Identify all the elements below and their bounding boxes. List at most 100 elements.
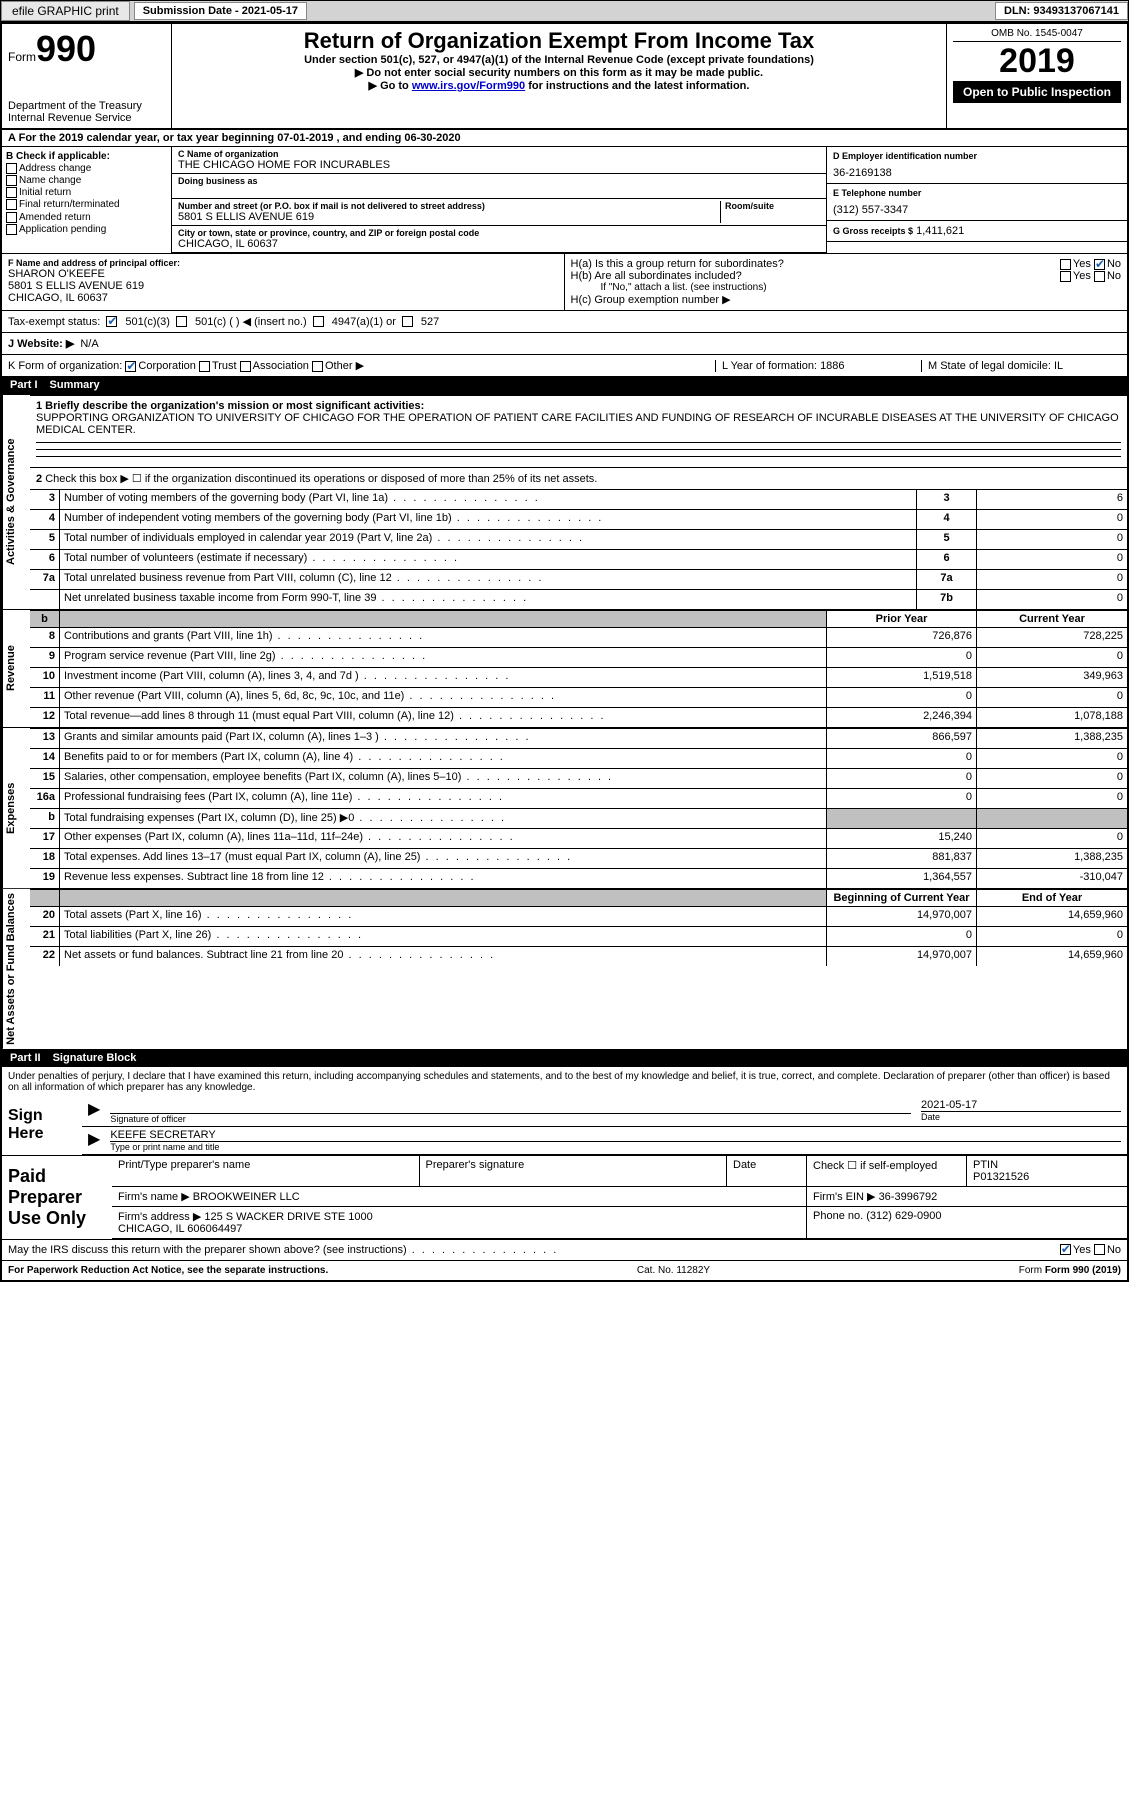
m-label: M State of legal domicile: <box>928 360 1051 372</box>
line-11: 11 Other revenue (Part VIII, column (A),… <box>30 687 1127 707</box>
hc-label: H(c) Group exemption number ▶ <box>571 293 1122 306</box>
part2-title: Signature Block <box>53 1052 137 1064</box>
ck-trust[interactable] <box>199 361 210 372</box>
q2-row: 2 Check this box ▶ ☐ if the organization… <box>30 467 1127 489</box>
ck-corp[interactable] <box>125 361 136 372</box>
dept-treasury: Department of the Treasury Internal Reve… <box>8 100 165 124</box>
klm-row: K Form of organization: Corporation Trus… <box>2 354 1127 376</box>
public-inspection: Open to Public Inspection <box>953 81 1121 103</box>
col-current: Current Year <box>977 611 1127 627</box>
ck-other[interactable] <box>312 361 323 372</box>
form-word: Form <box>8 50 36 64</box>
discuss-yes[interactable] <box>1060 1244 1071 1255</box>
rev-header-row: b Prior Year Current Year <box>30 610 1127 627</box>
room-label: Room/suite <box>725 201 820 211</box>
line-12: 12 Total revenue—add lines 8 through 11 … <box>30 707 1127 727</box>
signature-block: Sign Here ▶ Signature of officer 2021-05… <box>2 1097 1127 1155</box>
firm-ein-label: Firm's EIN ▶ <box>813 1191 876 1203</box>
dln: DLN: 93493137067141 <box>995 2 1128 20</box>
ck-4947[interactable] <box>313 316 324 327</box>
line-6: 6 Total number of volunteers (estimate i… <box>30 549 1127 569</box>
ck-501c3[interactable] <box>106 316 117 327</box>
sig-officer-label: Signature of officer <box>110 1113 911 1124</box>
q1-value: SUPPORTING ORGANIZATION TO UNIVERSITY OF… <box>36 412 1121 436</box>
sig-date-value: 2021-05-17 <box>921 1099 1121 1111</box>
col-begin: Beginning of Current Year <box>827 890 977 906</box>
part1-title: Summary <box>50 379 100 391</box>
website-row: J Website: ▶ N/A <box>2 332 1127 354</box>
line-7b: Net unrelated business taxable income fr… <box>30 589 1127 609</box>
ptin-label: PTIN <box>973 1159 998 1171</box>
line-17: 17 Other expenses (Part IX, column (A), … <box>30 828 1127 848</box>
hb-label: H(b) Are all subordinates included? <box>571 270 742 282</box>
form-title: Return of Organization Exempt From Incom… <box>178 28 940 54</box>
line-9: 9 Program service revenue (Part VIII, li… <box>30 647 1127 667</box>
ck-initial-return[interactable]: Initial return <box>6 187 167 198</box>
line-20: 20 Total assets (Part X, line 16) 14,970… <box>30 906 1127 926</box>
efile-print-button[interactable]: efile GRAPHIC print <box>1 1 130 21</box>
block-h: H(a) Is this a group return for subordin… <box>565 254 1128 310</box>
ck-527[interactable] <box>402 316 413 327</box>
ha-yes[interactable] <box>1060 259 1071 270</box>
line-b: b Total fundraising expenses (Part IX, c… <box>30 808 1127 828</box>
instructions-link[interactable]: www.irs.gov/Form990 <box>412 80 525 92</box>
col-end: End of Year <box>977 890 1127 906</box>
tax-year: 2019 <box>953 42 1121 81</box>
ck-amended[interactable]: Amended return <box>6 212 167 223</box>
firm-phone-label: Phone no. <box>813 1210 863 1222</box>
ha-no[interactable] <box>1094 259 1105 270</box>
form-subtitle: Under section 501(c), 527, or 4947(a)(1)… <box>178 54 940 66</box>
ck-app-pending[interactable]: Application pending <box>6 224 167 235</box>
ck-final-return[interactable]: Final return/terminated <box>6 199 167 210</box>
ck-assoc[interactable] <box>240 361 251 372</box>
gross-receipts-label: G Gross receipts $ <box>833 226 913 236</box>
firm-name: BROOKWEINER LLC <box>193 1191 300 1203</box>
line-18: 18 Total expenses. Add lines 13–17 (must… <box>30 848 1127 868</box>
prep-sig-label: Preparer's signature <box>420 1156 728 1186</box>
tab-expenses: Expenses <box>2 728 30 888</box>
ck-name-change[interactable]: Name change <box>6 175 167 186</box>
form-ref: Form Form 990 (2019) <box>1019 1265 1121 1276</box>
tab-netassets: Net Assets or Fund Balances <box>2 889 30 1049</box>
firm-ein: 36-3996792 <box>879 1191 938 1203</box>
city-label: City or town, state or province, country… <box>178 228 820 238</box>
officer-name: SHARON O'KEEFE <box>8 268 558 280</box>
org-name-label: C Name of organization <box>178 149 820 159</box>
line-5: 5 Total number of individuals employed i… <box>30 529 1127 549</box>
tab-governance: Activities & Governance <box>2 395 30 609</box>
arrow-icon: ▶ <box>88 1129 100 1152</box>
part1-num: Part I <box>10 379 38 391</box>
year-box: OMB No. 1545-0047 2019 Open to Public In… <box>947 24 1127 128</box>
sig-date-label: Date <box>921 1111 1121 1122</box>
ptin-value: P01321526 <box>973 1171 1029 1183</box>
org-address: 5801 S ELLIS AVENUE 619 <box>178 211 720 223</box>
sig-name-value: KEEFE SECRETARY <box>110 1129 1121 1141</box>
org-name: THE CHICAGO HOME FOR INCURABLES <box>178 159 820 171</box>
discuss-row: May the IRS discuss this return with the… <box>2 1239 1127 1260</box>
gross-receipts-value: 1,411,621 <box>916 225 964 237</box>
ck-address-change[interactable]: Address change <box>6 163 167 174</box>
q2-text: Check this box ▶ ☐ if the organization d… <box>45 473 597 485</box>
dba-label: Doing business as <box>178 176 820 186</box>
ha-label: H(a) Is this a group return for subordin… <box>571 258 784 270</box>
hb-no[interactable] <box>1094 271 1105 282</box>
firm-phone: (312) 629-0900 <box>866 1210 941 1222</box>
line-4: 4 Number of independent voting members o… <box>30 509 1127 529</box>
footer: For Paperwork Reduction Act Notice, see … <box>2 1260 1127 1280</box>
ck-501c[interactable] <box>176 316 187 327</box>
tax-status-label: Tax-exempt status: <box>8 316 100 328</box>
l-value: 1886 <box>820 360 844 372</box>
tab-revenue: Revenue <box>2 610 30 727</box>
form-990: Form990 Department of the Treasury Inter… <box>0 22 1129 1282</box>
arrow-icon: ▶ <box>88 1099 100 1124</box>
note2-pre: Go to <box>380 80 412 92</box>
note2-post: for instructions and the latest informat… <box>525 80 749 92</box>
q1-block: 1 Briefly describe the organization's mi… <box>30 395 1127 467</box>
prep-name-label: Print/Type preparer's name <box>112 1156 420 1186</box>
prep-date-label: Date <box>727 1156 807 1186</box>
period-text: For the 2019 calendar year, or tax year … <box>19 132 461 144</box>
submission-date: Submission Date - 2021-05-17 <box>134 2 307 20</box>
discuss-no[interactable] <box>1094 1244 1105 1255</box>
form-number-block: Form990 Department of the Treasury Inter… <box>2 24 172 128</box>
hb-yes[interactable] <box>1060 271 1071 282</box>
